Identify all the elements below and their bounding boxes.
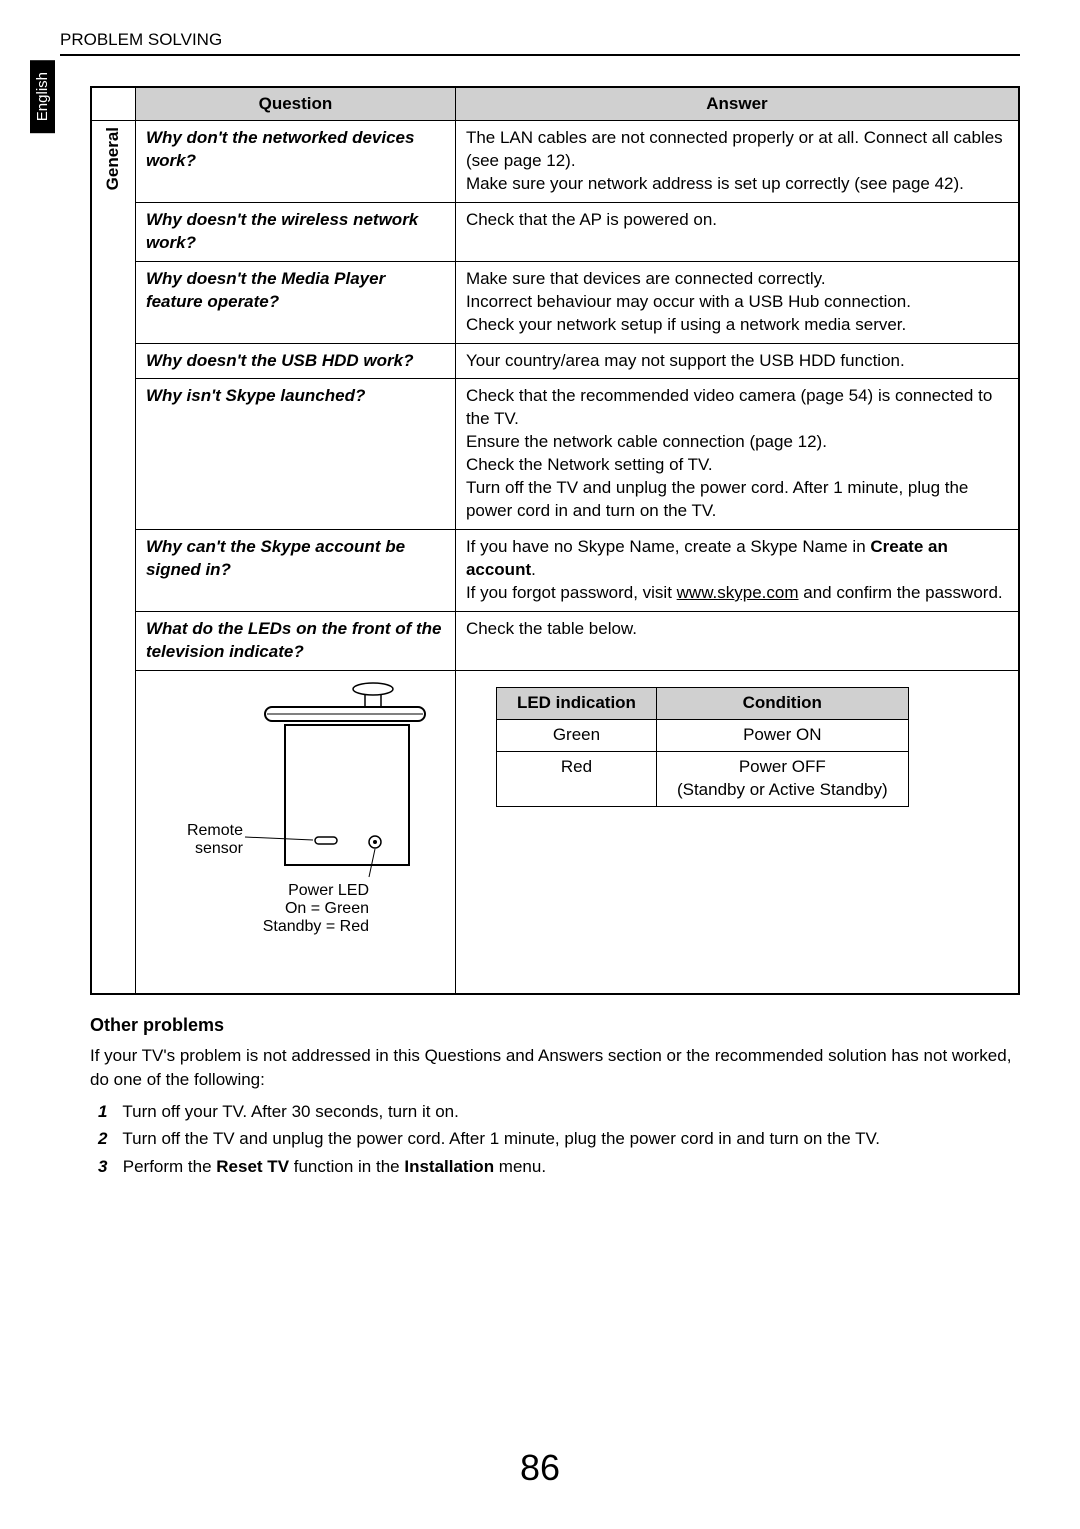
- q-4: Why isn't Skype launched?: [135, 379, 455, 530]
- led-table-cell: LED indication Condition Green Power ON …: [455, 670, 1019, 994]
- other-problems: Other problems If your TV's problem is n…: [90, 1013, 1020, 1179]
- col-answer: Answer: [455, 87, 1019, 121]
- tv-front-diagram: Remote sensor Power LED On = Green Stand…: [155, 677, 435, 987]
- category-general: General: [91, 121, 135, 994]
- a-0: The LAN cables are not connected properl…: [455, 121, 1019, 203]
- q-6: What do the LEDs on the front of the tel…: [135, 611, 455, 670]
- led-col-indication: LED indication: [496, 687, 656, 719]
- q-5: Why can't the Skype account be signed in…: [135, 530, 455, 612]
- step-3: 3 Perform the Reset TV function in the I…: [98, 1155, 1020, 1179]
- other-title: Other problems: [90, 1013, 1020, 1038]
- q-0: Why don't the networked devices work?: [135, 121, 455, 203]
- section-header: PROBLEM SOLVING: [60, 30, 1020, 56]
- col-question: Question: [135, 87, 455, 121]
- q-1: Why doesn't the wireless network work?: [135, 202, 455, 261]
- diagram-cell: Remote sensor Power LED On = Green Stand…: [135, 670, 455, 994]
- q-2: Why doesn't the Media Player feature ope…: [135, 261, 455, 343]
- label-led-1: Power LED: [289, 882, 370, 899]
- label-led-3: Standby = Red: [263, 918, 369, 935]
- label-remote-2: sensor: [195, 840, 244, 857]
- led-row-1-ind: Red: [496, 751, 656, 806]
- qa-table: Question Answer General Why don't the ne…: [90, 86, 1020, 995]
- label-led-2: On = Green: [285, 900, 369, 917]
- led-row-0-ind: Green: [496, 719, 656, 751]
- language-tab: English: [30, 60, 55, 133]
- label-remote-1: Remote: [187, 822, 243, 839]
- a-4: Check that the recommended video camera …: [455, 379, 1019, 530]
- step-2: 2 Turn off the TV and unplug the power c…: [98, 1127, 1020, 1151]
- q-3: Why doesn't the USB HDD work?: [135, 343, 455, 379]
- a-5: If you have no Skype Name, create a Skyp…: [455, 530, 1019, 612]
- led-table: LED indication Condition Green Power ON …: [496, 687, 909, 807]
- led-col-condition: Condition: [656, 687, 908, 719]
- a-6: Check the table below.: [455, 611, 1019, 670]
- a-3: Your country/area may not support the US…: [455, 343, 1019, 379]
- page-number: 86: [0, 1447, 1080, 1489]
- step-1: 1 Turn off your TV. After 30 seconds, tu…: [98, 1100, 1020, 1124]
- a-1: Check that the AP is powered on.: [455, 202, 1019, 261]
- other-intro: If your TV's problem is not addressed in…: [90, 1044, 1020, 1092]
- a-2: Make sure that devices are connected cor…: [455, 261, 1019, 343]
- led-row-1-cond: Power OFF(Standby or Active Standby): [656, 751, 908, 806]
- led-row-0-cond: Power ON: [656, 719, 908, 751]
